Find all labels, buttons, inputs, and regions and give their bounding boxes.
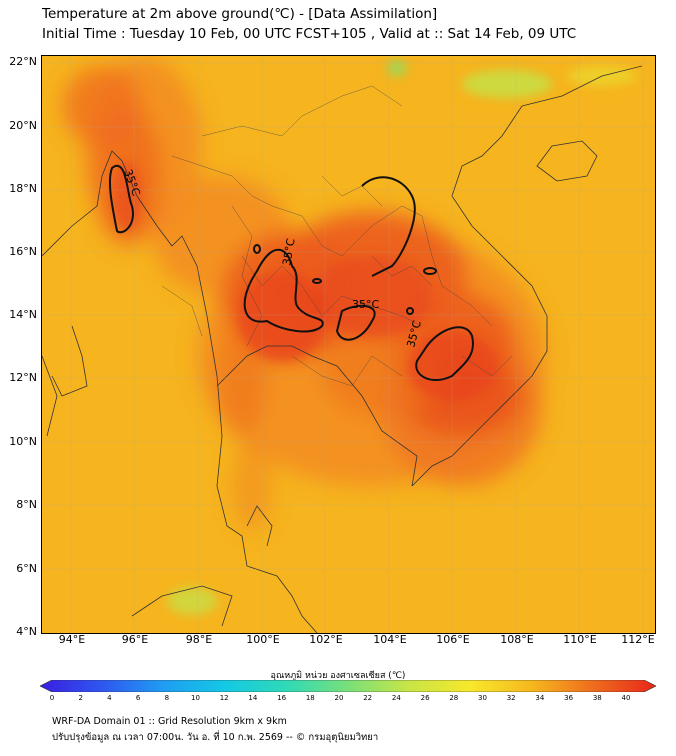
colorbar-tick-label: 22 xyxy=(363,694,373,702)
colorbar xyxy=(40,680,656,692)
gridlines xyxy=(42,56,655,633)
contour-blob xyxy=(312,278,322,284)
lon-label-108e: 108°E xyxy=(500,633,534,646)
lat-label-8n: 8°N xyxy=(16,498,37,511)
colorbar-tick-label: 10 xyxy=(191,694,200,702)
colorbar-tick-label: 18 xyxy=(305,694,315,702)
lon-label-96e: 96°E xyxy=(121,633,149,646)
lat-label-18n: 18°N xyxy=(9,182,37,195)
colorbar-bar xyxy=(40,680,656,692)
colorbar-tick-label: 40 xyxy=(621,694,631,702)
contour-blob xyxy=(406,307,414,315)
colorbar-tick-label: 26 xyxy=(420,694,430,702)
contour-west xyxy=(108,164,134,234)
colorbar-tick-label: 4 xyxy=(107,694,112,702)
colorbar-tick-label: 20 xyxy=(334,694,344,702)
lat-label-14n: 14°N xyxy=(9,308,37,321)
contour-central xyxy=(243,248,324,333)
lat-label-10n: 10°N xyxy=(9,435,37,448)
lat-label-22n: 22°N xyxy=(9,55,37,68)
lat-label-16n: 16°N xyxy=(9,245,37,258)
colorbar-tick-label: 16 xyxy=(277,694,287,702)
lat-label-12n: 12°N xyxy=(9,371,37,384)
lon-label-106e: 106°E xyxy=(436,633,470,646)
lon-label-104e: 104°E xyxy=(373,633,407,646)
lat-label-4n: 4°N xyxy=(16,625,37,638)
contour-east-small xyxy=(335,304,376,341)
temperature-map[interactable]: 35°C 35°C 35°C 35°C xyxy=(41,55,656,634)
lon-label-100e: 100°E xyxy=(246,633,280,646)
contour-label: 35°C xyxy=(280,237,298,266)
map-title: Temperature at 2m above ground(℃) - [Dat… xyxy=(42,6,438,22)
contours-35c xyxy=(108,164,474,381)
colorbar-title: อุณหภูมิ หน่วย องศาเซลเซียส (℃) xyxy=(270,671,406,681)
colorbar-tick-label: 28 xyxy=(449,694,459,702)
coastlines xyxy=(42,65,643,633)
lat-label-6n: 6°N xyxy=(16,562,37,575)
lon-label-98e: 98°E xyxy=(185,633,213,646)
colorbar-tick-label: 38 xyxy=(592,694,602,702)
contour-north xyxy=(361,176,416,277)
contour-blob xyxy=(253,244,261,254)
temperature-field: 35°C 35°C 35°C 35°C xyxy=(42,56,655,633)
colorbar-tick-label: 34 xyxy=(535,694,545,702)
colorbar-tick-label: 12 xyxy=(219,694,229,702)
colorbar-tick-label: 14 xyxy=(248,694,258,702)
lat-label-20n: 20°N xyxy=(9,119,37,132)
colorbar-tick-label: 36 xyxy=(564,694,574,702)
lon-label-110e: 110°E xyxy=(563,633,597,646)
admin-borders xyxy=(161,85,513,387)
colorbar-tick-label: 24 xyxy=(391,694,401,702)
footer-domain-info: WRF-DA Domain 01 :: Grid Resolution 9km … xyxy=(52,716,287,727)
lon-label-94e: 94°E xyxy=(58,633,86,646)
lon-label-102e: 102°E xyxy=(309,633,343,646)
colorbar-tick-label: 8 xyxy=(164,694,170,702)
colorbar-tick-label: 32 xyxy=(506,694,516,702)
colorbar-tick-label: 6 xyxy=(135,694,141,702)
contour-blob xyxy=(423,267,437,275)
lon-label-112e: 112°E xyxy=(621,633,655,646)
colorbar-tick-label: 2 xyxy=(78,694,83,702)
contour-label: 35°C xyxy=(352,298,379,311)
contour-east xyxy=(415,326,474,381)
map-subtitle: Initial Time : Tuesday 10 Feb, 00 UTC FC… xyxy=(42,26,577,42)
colorbar-tick-label: 30 xyxy=(478,694,487,702)
footer-update-info: ปรับปรุงข้อมูล ณ เวลา 07:00น. วัน อ. ที่… xyxy=(52,732,379,743)
colorbar-tick-label: 0 xyxy=(49,694,55,702)
